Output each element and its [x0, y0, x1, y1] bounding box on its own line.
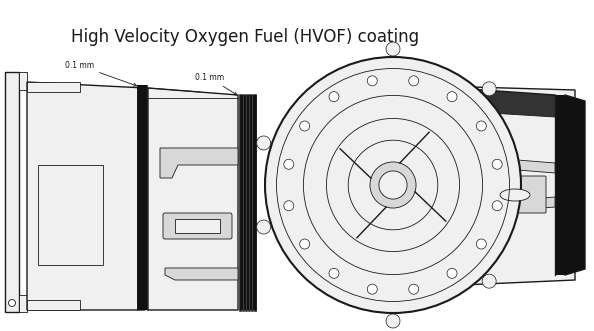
Circle shape	[447, 92, 457, 102]
Circle shape	[329, 268, 339, 278]
Circle shape	[265, 57, 521, 313]
Circle shape	[8, 300, 15, 307]
Circle shape	[284, 201, 294, 211]
Circle shape	[379, 171, 407, 199]
Polygon shape	[408, 85, 575, 287]
Polygon shape	[160, 148, 238, 178]
Bar	[175, 219, 220, 233]
Polygon shape	[165, 268, 238, 280]
Circle shape	[447, 268, 457, 278]
Circle shape	[492, 159, 502, 169]
Polygon shape	[480, 197, 555, 213]
Polygon shape	[413, 85, 555, 117]
Circle shape	[482, 82, 496, 96]
Ellipse shape	[208, 222, 218, 230]
Circle shape	[299, 239, 309, 249]
Circle shape	[409, 76, 419, 86]
Polygon shape	[148, 88, 238, 310]
Circle shape	[476, 121, 486, 131]
Polygon shape	[27, 300, 80, 310]
Polygon shape	[27, 82, 145, 310]
Circle shape	[386, 42, 400, 56]
Bar	[5, 72, 19, 312]
Bar	[137, 85, 147, 310]
Text: 0.1 mm: 0.1 mm	[195, 73, 237, 95]
Bar	[38, 165, 103, 265]
Text: High Velocity Oxygen Fuel (HVOF) coating: High Velocity Oxygen Fuel (HVOF) coating	[71, 28, 419, 46]
Circle shape	[482, 274, 496, 288]
Text: 0.1 mm: 0.1 mm	[65, 61, 137, 86]
Circle shape	[299, 121, 309, 131]
Bar	[240, 95, 256, 310]
Circle shape	[257, 220, 271, 234]
Circle shape	[257, 136, 271, 150]
Circle shape	[386, 314, 400, 328]
FancyBboxPatch shape	[163, 213, 232, 239]
Bar	[19, 295, 27, 312]
Circle shape	[370, 162, 416, 208]
Polygon shape	[480, 157, 555, 173]
Ellipse shape	[178, 222, 188, 230]
Circle shape	[492, 201, 502, 211]
Circle shape	[476, 239, 486, 249]
Circle shape	[329, 92, 339, 102]
Ellipse shape	[500, 189, 530, 201]
Circle shape	[367, 284, 377, 294]
Circle shape	[367, 76, 377, 86]
Bar	[19, 72, 27, 90]
FancyBboxPatch shape	[489, 176, 546, 213]
Circle shape	[409, 284, 419, 294]
Circle shape	[284, 159, 294, 169]
Polygon shape	[27, 82, 80, 92]
Polygon shape	[555, 95, 585, 275]
